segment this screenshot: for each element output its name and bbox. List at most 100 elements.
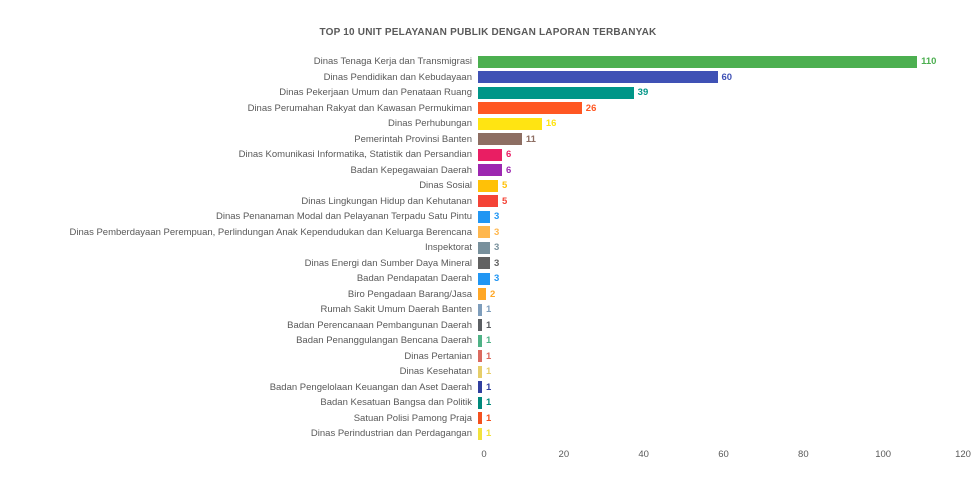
bar: [478, 412, 482, 425]
category-label: Badan Penanggulangan Bencana Daerah: [296, 335, 472, 347]
value-label: 16: [545, 118, 557, 130]
x-axis-tick-label: 120: [955, 449, 971, 460]
value-label: 1: [485, 428, 492, 440]
category-label: Dinas Kesehatan: [399, 366, 472, 378]
x-axis-tick-label: 0: [481, 449, 487, 460]
chart-row: Dinas Penanaman Modal dan Pelayanan Terp…: [0, 209, 976, 225]
chart-row: Dinas Lingkungan Hidup dan Kehutanan 5: [0, 194, 976, 210]
bar: [478, 117, 542, 130]
chart-row: Dinas Perindustrian dan Perdagangan 1: [0, 426, 976, 442]
value-label: 6: [505, 164, 512, 176]
value-label: 3: [493, 273, 500, 285]
bar: [478, 210, 490, 223]
bar: [478, 164, 502, 177]
chart-row: Satuan Polisi Pamong Praja 1: [0, 411, 976, 427]
value-label: 1: [485, 335, 492, 347]
category-label: Dinas Sosial: [419, 180, 472, 192]
category-label: Dinas Pemberdayaan Perempuan, Perlindung…: [69, 226, 472, 238]
bar: [478, 319, 482, 332]
chart-row: Dinas Sosial 5: [0, 178, 976, 194]
category-label: Dinas Penanaman Modal dan Pelayanan Terp…: [216, 211, 472, 223]
bar: [478, 133, 522, 146]
value-label: 60: [721, 71, 733, 83]
value-label: 1: [485, 381, 492, 393]
category-label: Dinas Lingkungan Hidup dan Kehutanan: [301, 195, 472, 207]
category-label: Dinas Perindustrian dan Perdagangan: [310, 428, 472, 440]
bar: [478, 350, 482, 363]
category-label: Dinas Komunikasi Informatika, Statistik …: [238, 149, 472, 161]
value-label: 1: [485, 412, 492, 424]
chart-row: Dinas Kesehatan 1: [0, 364, 976, 380]
chart-row: Badan Kesatuan Bangsa dan Politik 1: [0, 395, 976, 411]
chart-row: Dinas Pendidikan dan Kebudayaan 60: [0, 70, 976, 86]
bar: [478, 427, 482, 440]
bar: [478, 55, 918, 68]
chart-row: Badan Pendapatan Daerah 3: [0, 271, 976, 287]
value-label: 39: [637, 87, 649, 99]
chart-rows: Dinas Tenaga Kerja dan Transmigrasi 110 Di…: [0, 54, 976, 442]
chart-title: TOP 10 UNIT PELAYANAN PUBLIK DENGAN LAPO…: [319, 27, 657, 38]
x-axis-tick-label: 100: [875, 449, 892, 460]
bar: [478, 365, 482, 378]
chart-row: Dinas Pertanian 1: [0, 349, 976, 365]
bar: [478, 102, 582, 115]
chart-row: Dinas Perumahan Rakyat dan Kawasan Permu…: [0, 101, 976, 117]
category-label: Badan Kesatuan Bangsa dan Politik: [320, 397, 472, 409]
chart-row: Biro Pengadaan Barang/Jasa 2: [0, 287, 976, 303]
category-label: Dinas Perumahan Rakyat dan Kawasan Permu…: [247, 102, 472, 114]
value-label: 1: [485, 350, 492, 362]
value-label: 3: [493, 242, 500, 254]
category-label: Badan Pengelolaan Keuangan dan Aset Daer…: [269, 381, 472, 393]
bar: [478, 179, 498, 192]
x-axis: 0 20 40 60 80 100 120: [481, 449, 971, 463]
category-label: Biro Pengadaan Barang/Jasa: [347, 288, 472, 300]
value-label: 110: [921, 56, 937, 68]
chart-row: Dinas Komunikasi Informatika, Statistik …: [0, 147, 976, 163]
x-axis-tick-label: 60: [718, 449, 729, 460]
value-label: 5: [501, 180, 508, 192]
category-label: Dinas Tenaga Kerja dan Transmigrasi: [313, 56, 472, 68]
value-label: 1: [485, 366, 492, 378]
bar: [478, 334, 482, 347]
chart-row: Rumah Sakit Umum Daerah Banten 1: [0, 302, 976, 318]
bar: [478, 381, 482, 394]
chart-row: Inspektorat 3: [0, 240, 976, 256]
value-label: 11: [525, 133, 536, 145]
value-label: 3: [493, 211, 500, 223]
x-axis-tick-label: 20: [558, 449, 570, 460]
value-label: 1: [485, 397, 492, 409]
bar: [478, 396, 482, 409]
value-label: 6: [505, 149, 512, 161]
chart-row: Badan Penanggulangan Bencana Daerah 1: [0, 333, 976, 349]
chart-row: Pemerintah Provinsi Banten 11: [0, 132, 976, 148]
value-label: 3: [493, 226, 500, 238]
chart-row: Dinas Pemberdayaan Perempuan, Perlindung…: [0, 225, 976, 241]
value-label: 1: [485, 319, 492, 331]
category-label: Pemerintah Provinsi Banten: [354, 133, 472, 145]
value-label: 26: [585, 102, 597, 114]
x-axis-tick-label: 80: [798, 449, 809, 460]
chart-row: Dinas Perhubungan 16: [0, 116, 976, 132]
category-label: Inspektorat: [425, 242, 472, 254]
bar: [478, 148, 502, 161]
bar: [478, 195, 498, 208]
category-label: Badan Kepegawaian Daerah: [350, 164, 472, 176]
category-label: Dinas Pendidikan dan Kebudayaan: [323, 71, 472, 83]
value-label: 5: [501, 195, 508, 207]
category-label: Badan Pendapatan Daerah: [356, 273, 472, 285]
category-label: Dinas Pekerjaan Umum dan Penataan Ruang: [279, 87, 472, 99]
value-label: 2: [489, 288, 496, 300]
category-label: Dinas Perhubungan: [388, 118, 472, 130]
bar: [478, 288, 486, 301]
bar: [478, 86, 634, 99]
category-label: Dinas Energi dan Sumber Daya Mineral: [304, 257, 472, 269]
chart-row: Badan Kepegawaian Daerah 6: [0, 163, 976, 179]
category-label: Badan Perencanaan Pembangunan Daerah: [287, 319, 472, 331]
bar: [478, 257, 490, 270]
category-label: Rumah Sakit Umum Daerah Banten: [320, 304, 472, 316]
bar: [478, 303, 482, 316]
chart-row: Badan Perencanaan Pembangunan Daerah 1: [0, 318, 976, 334]
chart-row: Dinas Tenaga Kerja dan Transmigrasi 110: [0, 54, 976, 70]
chart-row: Badan Pengelolaan Keuangan dan Aset Daer…: [0, 380, 976, 396]
bar: [478, 226, 490, 239]
